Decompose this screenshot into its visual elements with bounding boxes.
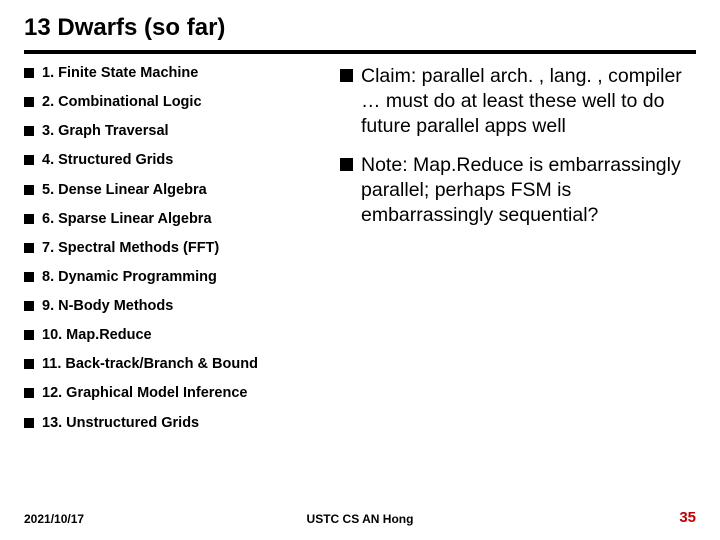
list-item-label: 7. Spectral Methods (FFT) xyxy=(42,239,219,257)
square-bullet-icon xyxy=(24,185,34,195)
list-item: 4. Structured Grids xyxy=(24,151,334,169)
square-bullet-icon xyxy=(24,359,34,369)
list-item-label: 13. Unstructured Grids xyxy=(42,414,199,432)
slide: 13 Dwarfs (so far) 1. Finite State Machi… xyxy=(0,0,720,540)
list-item-label: 2. Combinational Logic xyxy=(42,93,202,111)
title-rule xyxy=(24,50,696,54)
list-item: 12. Graphical Model Inference xyxy=(24,384,334,402)
list-item-label: 10. Map.Reduce xyxy=(42,326,152,344)
left-column: 1. Finite State Machine 2. Combinational… xyxy=(24,64,334,443)
square-bullet-icon xyxy=(24,330,34,340)
list-item-label: 12. Graphical Model Inference xyxy=(42,384,248,402)
square-bullet-icon xyxy=(24,272,34,282)
square-bullet-icon xyxy=(340,158,353,171)
note-block: Note: Map.Reduce is embarrassingly paral… xyxy=(340,153,694,228)
list-item: 6. Sparse Linear Algebra xyxy=(24,210,334,228)
list-item: 8. Dynamic Programming xyxy=(24,268,334,286)
square-bullet-icon xyxy=(24,126,34,136)
square-bullet-icon xyxy=(24,97,34,107)
page-number: 35 xyxy=(679,509,696,526)
footer: 2021/10/17 USTC CS AN Hong 35 xyxy=(0,506,720,526)
claim-text: Claim: parallel arch. , lang. , compiler… xyxy=(361,64,694,139)
list-item: 11. Back-track/Branch & Bound xyxy=(24,355,334,373)
square-bullet-icon xyxy=(24,68,34,78)
square-bullet-icon xyxy=(24,155,34,165)
list-item-label: 1. Finite State Machine xyxy=(42,64,198,82)
list-item: 10. Map.Reduce xyxy=(24,326,334,344)
list-item: 3. Graph Traversal xyxy=(24,122,334,140)
list-item: 7. Spectral Methods (FFT) xyxy=(24,239,334,257)
claim-block: Claim: parallel arch. , lang. , compiler… xyxy=(340,64,694,139)
columns: 1. Finite State Machine 2. Combinational… xyxy=(24,64,696,443)
list-item: 1. Finite State Machine xyxy=(24,64,334,82)
square-bullet-icon xyxy=(24,418,34,428)
list-item-label: 8. Dynamic Programming xyxy=(42,268,217,286)
square-bullet-icon xyxy=(24,243,34,253)
list-item: 9. N-Body Methods xyxy=(24,297,334,315)
list-item-label: 3. Graph Traversal xyxy=(42,122,169,140)
slide-title: 13 Dwarfs (so far) xyxy=(24,14,696,42)
square-bullet-icon xyxy=(24,301,34,311)
square-bullet-icon xyxy=(340,69,353,82)
footer-center: USTC CS AN Hong xyxy=(0,512,720,526)
list-item-label: 6. Sparse Linear Algebra xyxy=(42,210,212,228)
spacer xyxy=(340,139,694,153)
list-item: 2. Combinational Logic xyxy=(24,93,334,111)
list-item-label: 11. Back-track/Branch & Bound xyxy=(42,355,258,373)
list-item: 5. Dense Linear Algebra xyxy=(24,181,334,199)
square-bullet-icon xyxy=(24,214,34,224)
list-item-label: 4. Structured Grids xyxy=(42,151,173,169)
note-text: Note: Map.Reduce is embarrassingly paral… xyxy=(361,153,694,228)
list-item-label: 5. Dense Linear Algebra xyxy=(42,181,207,199)
right-column: Claim: parallel arch. , lang. , compiler… xyxy=(334,64,694,443)
square-bullet-icon xyxy=(24,388,34,398)
list-item: 13. Unstructured Grids xyxy=(24,414,334,432)
list-item-label: 9. N-Body Methods xyxy=(42,297,173,315)
